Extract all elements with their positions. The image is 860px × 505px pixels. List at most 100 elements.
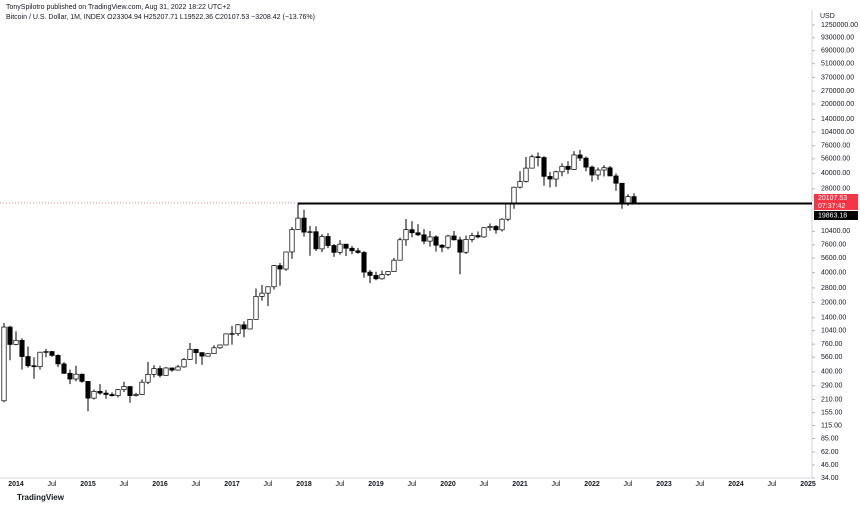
candle-body — [229, 333, 235, 335]
y-tick-label: 5600.00 — [821, 255, 846, 262]
hline-price-label: 19863.18 — [818, 212, 847, 219]
candle-body — [259, 292, 265, 297]
y-tick-label: 760.00 — [821, 341, 843, 348]
candle-body — [49, 351, 55, 356]
candle-body — [37, 351, 43, 368]
candle-body — [25, 356, 31, 367]
y-tick-label: 270000.00 — [821, 88, 854, 95]
x-tick-label: 2017 — [224, 481, 240, 488]
y-tick-label: 34.00 — [821, 475, 839, 482]
candle-body — [397, 239, 403, 261]
hline-price-box — [814, 210, 858, 220]
candle-body — [343, 243, 349, 249]
candle-body — [553, 171, 559, 180]
candle-body — [529, 156, 535, 169]
candle-body — [331, 245, 337, 253]
candle-body — [601, 167, 607, 171]
y-tick-label: 290.00 — [821, 382, 843, 389]
candle-body — [19, 339, 25, 357]
x-tick-label: Jul — [768, 481, 777, 488]
candle-body — [145, 373, 151, 383]
candle-body — [193, 348, 199, 353]
candle-body — [181, 359, 187, 368]
candle-body — [445, 235, 451, 248]
y-tick-label: 56000.00 — [821, 156, 850, 163]
candle-body — [457, 239, 463, 253]
x-tick-label: Jul — [120, 481, 129, 488]
y-tick-label: 76000.00 — [821, 143, 850, 150]
candle-body — [211, 347, 217, 355]
candle-body — [151, 368, 157, 375]
candle-body — [403, 229, 409, 241]
candle-body — [313, 231, 319, 250]
candle-body — [337, 243, 343, 253]
candle-body — [283, 251, 289, 270]
candle-body — [319, 236, 325, 250]
candle-body — [481, 227, 487, 238]
x-tick-label: 2021 — [512, 481, 528, 488]
candle-body — [85, 381, 91, 399]
countdown: 07:37:42 — [818, 203, 845, 210]
candle-body — [607, 167, 613, 177]
candle-body — [523, 167, 529, 182]
candle-body — [589, 166, 595, 176]
candle-body — [391, 259, 397, 272]
y-tick-label: 1250000.00 — [821, 22, 858, 29]
candle-body — [571, 154, 577, 170]
y-tick-label: 46.00 — [821, 462, 839, 469]
x-tick-label: Jul — [192, 481, 201, 488]
candle-body — [277, 265, 283, 270]
x-tick-label: Jul — [336, 481, 345, 488]
candle-body — [79, 373, 85, 382]
candle-body — [361, 252, 367, 273]
publisher: TonySpilotro published on TradingView.co… — [6, 4, 230, 11]
candle-body — [493, 226, 499, 231]
y-tick-label: 40000.00 — [821, 170, 850, 177]
candle-body — [541, 157, 547, 177]
x-tick-label: 2023 — [656, 481, 672, 488]
candle-body — [1, 326, 7, 402]
candle-body — [163, 367, 169, 376]
y-tick-label: 155.00 — [821, 409, 843, 416]
candle-body — [97, 390, 103, 394]
x-tick-label: 2019 — [368, 481, 384, 488]
last-price-box — [814, 193, 858, 210]
candle-body — [301, 217, 307, 233]
candle-body — [439, 244, 445, 248]
candle-body — [139, 381, 145, 395]
candle-body — [109, 394, 115, 396]
y-tick-label: 2800.00 — [821, 285, 846, 292]
candle-body — [583, 157, 589, 168]
x-tick-label: Jul — [264, 481, 273, 488]
candle-body — [67, 372, 73, 380]
x-tick-label: Jul — [480, 481, 489, 488]
candle-body — [427, 236, 433, 242]
x-tick-label: 2020 — [440, 481, 456, 488]
candle-body — [241, 324, 247, 330]
candle-body — [295, 217, 301, 230]
candle-body — [451, 235, 457, 241]
candle-body — [409, 229, 415, 234]
candle-body — [379, 274, 385, 280]
y-tick-label: 930000.00 — [821, 35, 854, 42]
candle-body — [271, 265, 277, 288]
candle-body — [469, 235, 475, 240]
x-tick-label: 2025 — [800, 481, 816, 488]
y-tick-label: 690000.00 — [821, 47, 854, 54]
candle-body — [415, 232, 421, 236]
candle-body — [187, 348, 193, 360]
candle-body — [355, 250, 361, 253]
candle-body — [565, 165, 571, 170]
y-tick-label: 510000.00 — [821, 60, 854, 67]
candle-body — [367, 271, 373, 276]
candle-body — [385, 271, 391, 275]
candle-body — [169, 367, 175, 371]
candle-body — [619, 182, 625, 204]
last-price-label: 20107.53 — [818, 195, 847, 202]
y-tick-label: 104000.00 — [821, 129, 854, 136]
candle-body — [289, 229, 295, 253]
candle-body — [577, 154, 583, 159]
x-tick-label: 2016 — [152, 481, 168, 488]
